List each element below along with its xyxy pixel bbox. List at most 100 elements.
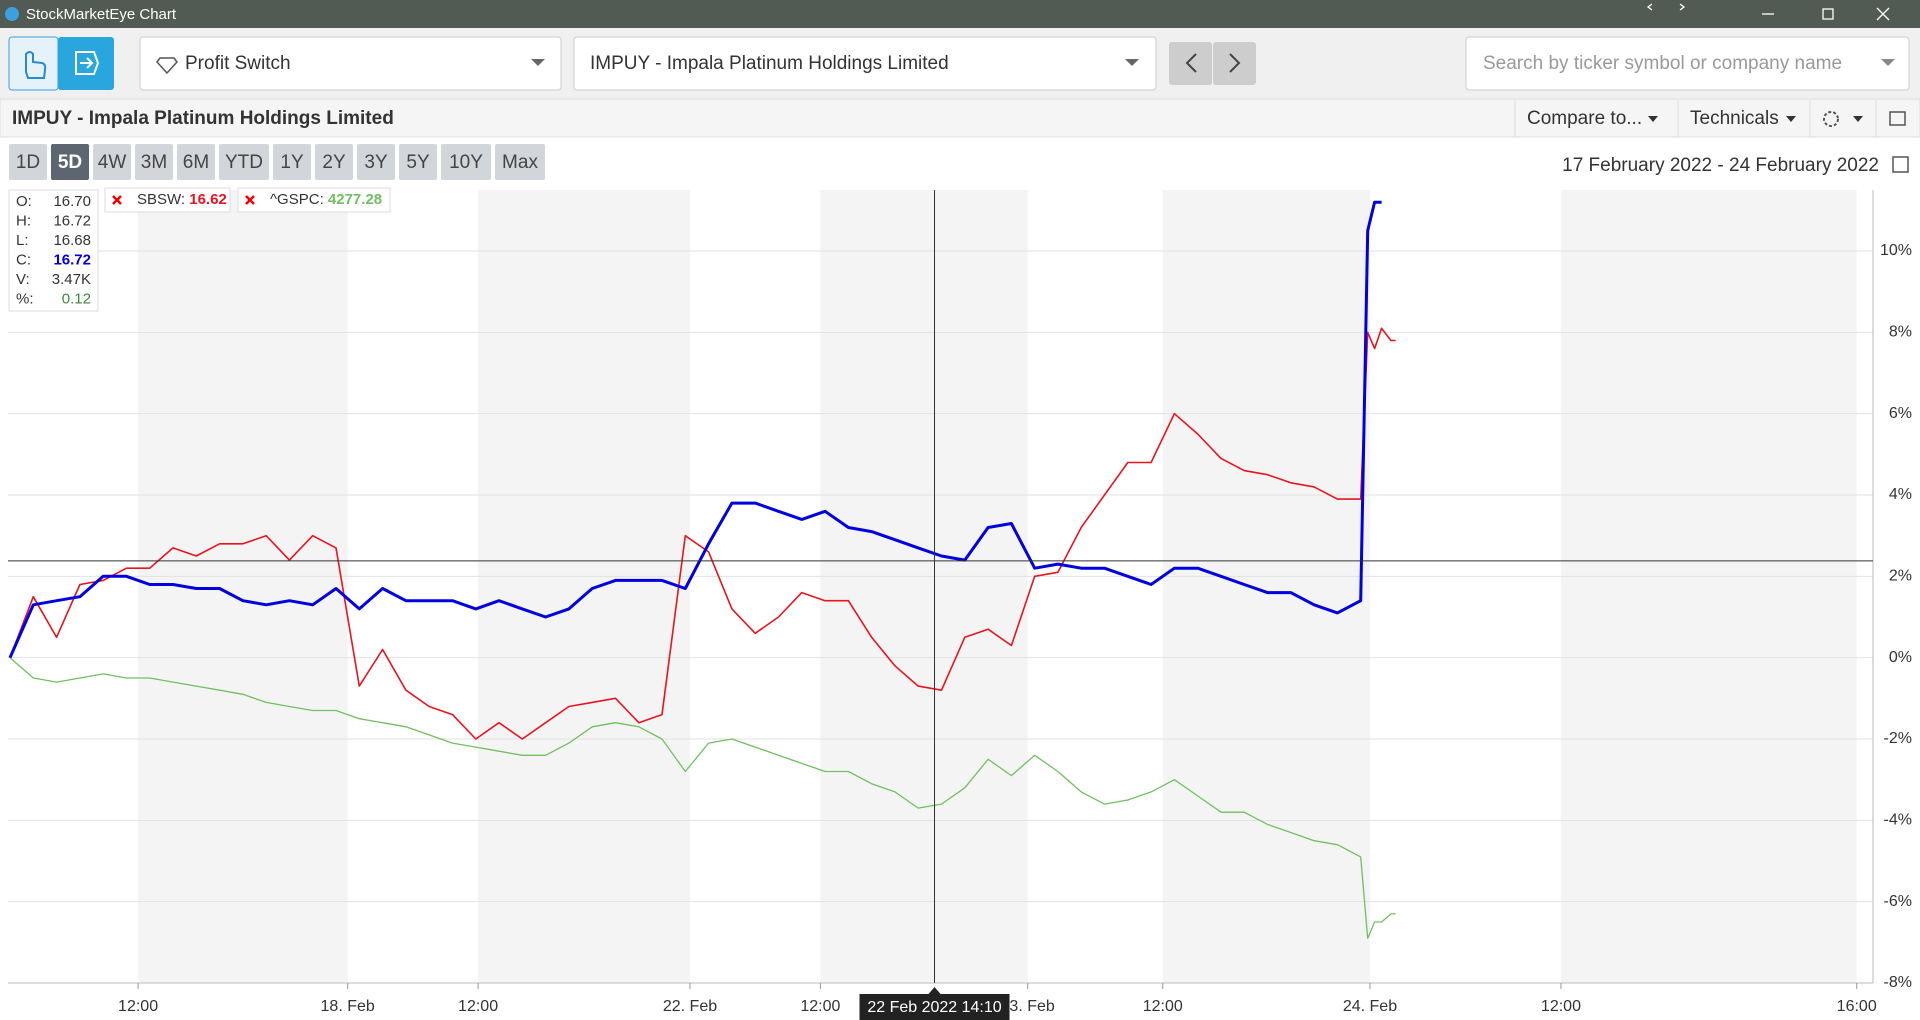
ohlc-label: O: [16, 193, 32, 210]
legend-value: 16.62 [189, 191, 227, 208]
range-button[interactable] [51, 144, 89, 180]
remove-compare[interactable] [112, 195, 122, 205]
technicals-menu[interactable]: Technicals [1690, 108, 1779, 129]
x-tick-label: 12:00 [800, 998, 840, 1015]
range-label: Max [502, 152, 538, 173]
tab-next[interactable] [1679, 3, 1686, 11]
range-label: YTD [225, 152, 263, 173]
range-button[interactable] [9, 144, 47, 180]
y-tick-label: 0% [1889, 649, 1912, 666]
x-tick-label: 12:00 [118, 998, 158, 1015]
range-label: 1Y [280, 152, 304, 173]
ohlc-label: H: [16, 212, 31, 229]
ohlc-label: %: [16, 290, 34, 307]
y-tick-label: 2% [1889, 568, 1912, 585]
session-band [138, 190, 348, 983]
y-tick-label: -6% [1884, 893, 1912, 910]
range-button[interactable] [273, 144, 311, 180]
search-box[interactable] [1465, 36, 1910, 91]
y-tick-label: 4% [1889, 486, 1912, 503]
x-tick-label: 12:00 [1143, 998, 1183, 1015]
ohlc-label: L: [16, 232, 29, 249]
close[interactable] [1876, 7, 1890, 21]
ohlc-box [8, 189, 99, 312]
dropdown-caret [1881, 59, 1895, 66]
dropdown-caret [1125, 59, 1139, 66]
range-label: 4W [98, 152, 127, 173]
legend-name-text: ^GSPC [270, 191, 320, 208]
x-tick-label: 23. Feb [1001, 998, 1055, 1015]
range-button[interactable] [93, 144, 131, 180]
range-button[interactable] [315, 144, 353, 180]
legend-value: 4277.28 [328, 191, 382, 208]
x-tick-label: 24. Feb [1343, 998, 1397, 1015]
maximize[interactable] [1822, 8, 1834, 20]
range-button[interactable] [219, 144, 269, 180]
ohlc-label: C: [16, 251, 31, 268]
diamond-icon [156, 57, 178, 75]
range-label: 5D [58, 152, 82, 173]
window-title: StockMarketEye Chart [26, 6, 177, 23]
chart: -8% -6% -4% -2% 0% 2% 4% 6% 8% 10% 12:00 18. Feb 12:… [8, 190, 1912, 1015]
y-tick-label: -4% [1884, 812, 1912, 829]
ohlc-value: 0.12 [62, 290, 91, 307]
x-tick-label: 22. Feb [663, 998, 717, 1015]
ohlc-label: V: [16, 271, 30, 288]
range-label: 6M [183, 152, 209, 173]
symbol-dropdown[interactable] [573, 36, 1157, 91]
ohlc-value: 16.70 [53, 193, 91, 210]
session-band [820, 190, 1028, 983]
range-button[interactable] [177, 144, 215, 180]
app-icon [5, 7, 19, 21]
range-button[interactable] [495, 144, 545, 180]
hand-icon [25, 51, 47, 79]
ohlc-value: 3.47K [52, 271, 91, 288]
separator: : [320, 191, 328, 208]
range-button[interactable] [441, 144, 491, 180]
detach-button[interactable] [1889, 111, 1906, 126]
compare-menu[interactable]: Compare to... [1527, 108, 1642, 129]
series-line [8, 200, 1382, 659]
symbol-name: IMPUY - Impala Platinum Holdings Limited [590, 53, 949, 74]
legend-name: ^GSPC: 4277.28 [270, 191, 382, 208]
compare-chip [237, 187, 391, 213]
next-symbol-button[interactable] [1213, 42, 1256, 85]
title-bar [0, 0, 1920, 28]
remove-compare[interactable] [245, 195, 255, 205]
range-label: 10Y [449, 152, 483, 173]
portfolio-dropdown[interactable] [139, 36, 562, 91]
crosshair-label-box [859, 994, 1010, 1020]
range-button[interactable] [357, 144, 395, 180]
calendar-button[interactable] [1892, 156, 1909, 173]
prev-symbol-button[interactable] [1169, 42, 1212, 85]
navigate-icon [75, 51, 100, 75]
x-tick-label: 18. Feb [321, 998, 375, 1015]
range-button[interactable] [135, 144, 173, 180]
menu-caret [1786, 116, 1796, 122]
ohlc-value: 16.72 [53, 212, 91, 229]
compare-chip [104, 187, 231, 213]
range-label: 2Y [322, 152, 346, 173]
session-band [478, 190, 690, 983]
range-label: 3Y [364, 152, 388, 173]
search-placeholder: Search by ticker symbol or company name [1483, 53, 1842, 74]
settings-button[interactable] [1823, 111, 1839, 127]
legend-name-text: SBSW [137, 191, 182, 208]
range-label: 1D [16, 152, 40, 173]
nav-arrows [1185, 53, 1241, 73]
legend-name: SBSW: 16.62 [137, 191, 227, 208]
series-line [9, 657, 1396, 939]
x-tick-label: 12:00 [458, 998, 498, 1015]
chart-header [0, 98, 1920, 138]
separator: : [181, 191, 189, 208]
crosshair-label: 22 Feb 2022 14:10 [867, 999, 1001, 1016]
pointer-mode-button[interactable] [8, 36, 59, 91]
range-button[interactable] [399, 144, 437, 180]
tab-prev[interactable] [1646, 3, 1653, 11]
chart-title: IMPUY - Impala Platinum Holdings Limited [12, 108, 394, 129]
y-tick-label: 6% [1889, 405, 1912, 422]
ohlc-value: 16.68 [53, 232, 91, 249]
y-tick-label: -8% [1884, 974, 1912, 991]
y-tick-label: 10% [1880, 242, 1912, 259]
